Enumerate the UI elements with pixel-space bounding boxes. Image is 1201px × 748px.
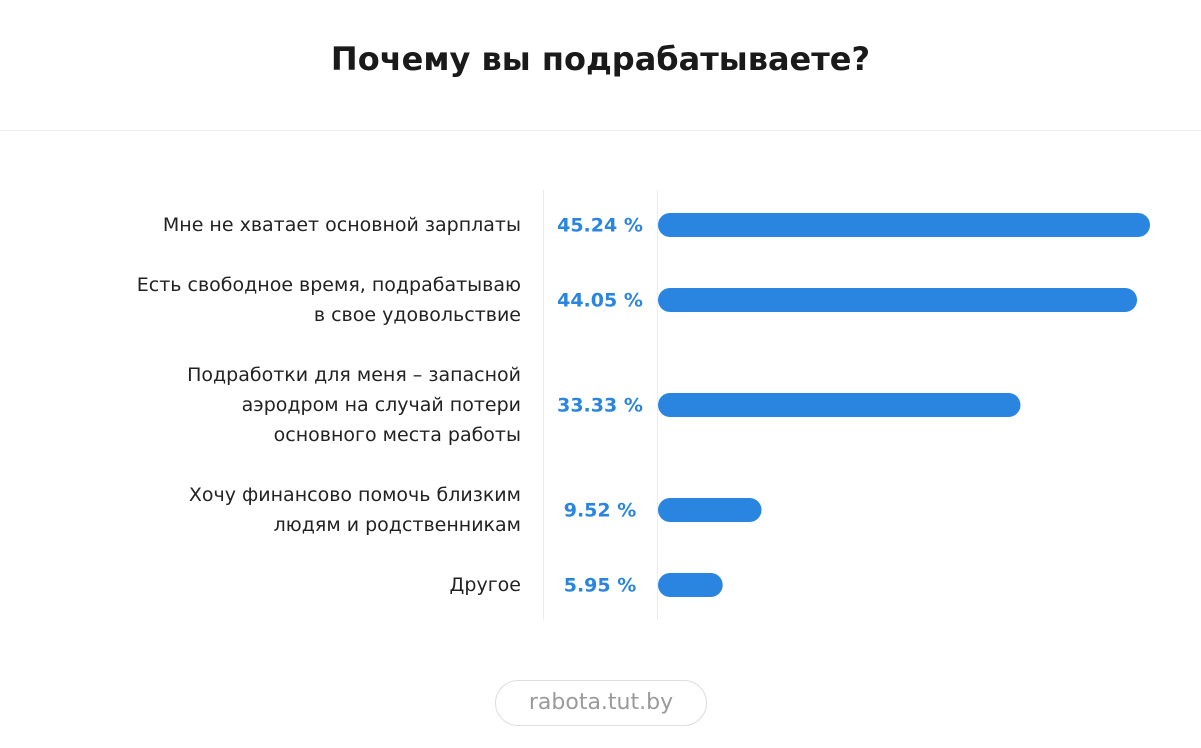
value-label: 44.05 %	[557, 290, 643, 312]
bar	[658, 213, 1150, 237]
separator	[0, 130, 1201, 131]
category-label: Есть свободное время, подрабатываю в сво…	[136, 274, 521, 326]
value-label: 5.95 %	[564, 575, 637, 597]
bar	[658, 288, 1138, 312]
bar	[658, 498, 762, 522]
source: rabota.tut.by	[495, 680, 707, 726]
value-label: 45.24 %	[557, 215, 643, 237]
bar	[658, 393, 1021, 417]
bar	[658, 573, 723, 597]
value-label: 33.33 %	[557, 395, 643, 417]
chart-title: Почему вы подрабатываете?	[330, 40, 871, 78]
category-label: Мне не хватает основной зарплаты	[162, 214, 521, 236]
category-label: Подработки для меня – запасной аэродром …	[187, 364, 521, 446]
category-label: Другое	[449, 574, 521, 596]
value-label: 9.52 %	[564, 500, 637, 522]
category-label: Хочу финансово помочь близким людям и ро…	[188, 484, 521, 536]
